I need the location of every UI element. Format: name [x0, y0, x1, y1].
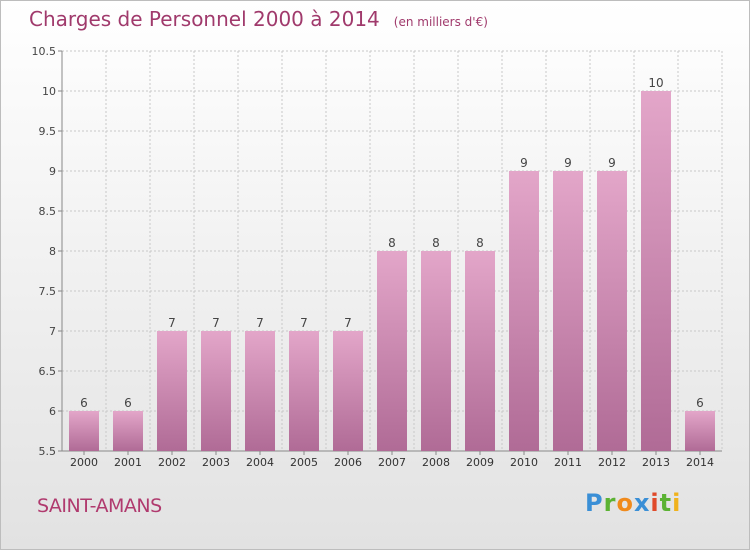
x-tick-label: 2009 [466, 456, 494, 469]
bar-2002[interactable] [157, 331, 187, 451]
logo-letter: i [672, 489, 682, 517]
y-tick-label: 10.5 [32, 45, 57, 58]
x-tick-label: 2005 [290, 456, 318, 469]
bar-2007[interactable] [377, 251, 407, 451]
chart-subtitle: (en milliers d'€) [393, 15, 488, 29]
bar-2004[interactable] [245, 331, 275, 451]
bar-2011[interactable] [553, 171, 583, 451]
bar-2013[interactable] [641, 91, 671, 451]
logo-letter: o [616, 489, 634, 517]
logo-letter: x [633, 489, 651, 517]
bar-2006[interactable] [333, 331, 363, 451]
y-tick-label: 10 [42, 85, 56, 98]
x-tick-label: 2013 [642, 456, 670, 469]
bar-value-label: 6 [124, 396, 132, 410]
label-layer: 6 6 7 7 7 7 7 8 8 8 9 9 9 10 6 [80, 76, 704, 410]
x-tick-label: 2014 [686, 456, 714, 469]
y-tick-label: 8 [49, 245, 56, 258]
x-tick-label: 2006 [334, 456, 362, 469]
bar-value-label: 7 [300, 316, 308, 330]
bar-2014[interactable] [685, 411, 715, 451]
commune-label: SAINT-AMANS [37, 495, 162, 517]
chart-title: Charges de Personnel 2000 à 2014 [29, 7, 380, 31]
bar-2012[interactable] [597, 171, 627, 451]
bar-value-label: 8 [476, 236, 484, 250]
bar-value-label: 7 [212, 316, 220, 330]
bar-2010[interactable] [509, 171, 539, 451]
bar-2000[interactable] [69, 411, 99, 451]
x-tick-label: 2002 [158, 456, 186, 469]
title-row: Charges de Personnel 2000 à 2014 (en mill… [29, 7, 488, 31]
logo-letter: i [650, 489, 660, 517]
x-tick-label: 2000 [70, 456, 98, 469]
bar-value-label: 7 [256, 316, 264, 330]
y-tick-label: 9.5 [39, 125, 57, 138]
bar-value-label: 10 [648, 76, 663, 90]
y-tick-label: 6.5 [39, 365, 57, 378]
logo-letter: t [659, 489, 673, 517]
x-tick-label: 2012 [598, 456, 626, 469]
bar-value-label: 7 [344, 316, 352, 330]
y-tick-label: 6 [49, 405, 56, 418]
bar-value-label: 8 [432, 236, 440, 250]
bar-2009[interactable] [465, 251, 495, 451]
x-tick-label: 2007 [378, 456, 406, 469]
y-tick-label: 8.5 [39, 205, 57, 218]
bar-layer [69, 91, 715, 451]
bar-2008[interactable] [421, 251, 451, 451]
x-tick-label: 2010 [510, 456, 538, 469]
x-tick-label: 2004 [246, 456, 274, 469]
bar-2001[interactable] [113, 411, 143, 451]
y-tick-label: 7 [49, 325, 56, 338]
logo-letter: P [585, 489, 604, 517]
x-tick-label: 2003 [202, 456, 230, 469]
bar-value-label: 9 [608, 156, 616, 170]
x-tick-label: 2008 [422, 456, 450, 469]
bar-value-label: 6 [696, 396, 704, 410]
y-tick-label: 7.5 [39, 285, 57, 298]
logo-letter: r [603, 489, 617, 517]
bar-value-label: 6 [80, 396, 88, 410]
bar-value-label: 9 [520, 156, 528, 170]
bar-value-label: 9 [564, 156, 572, 170]
x-tick-label: 2011 [554, 456, 582, 469]
y-tick-label: 9 [49, 165, 56, 178]
bar-value-label: 8 [388, 236, 396, 250]
proxiti-logo[interactable]: Proxiti [585, 489, 681, 517]
y-tick-label: 5.5 [39, 445, 57, 458]
x-tick-label: 2001 [114, 456, 142, 469]
bar-2003[interactable] [201, 331, 231, 451]
bar-value-label: 7 [168, 316, 176, 330]
bar-2005[interactable] [289, 331, 319, 451]
